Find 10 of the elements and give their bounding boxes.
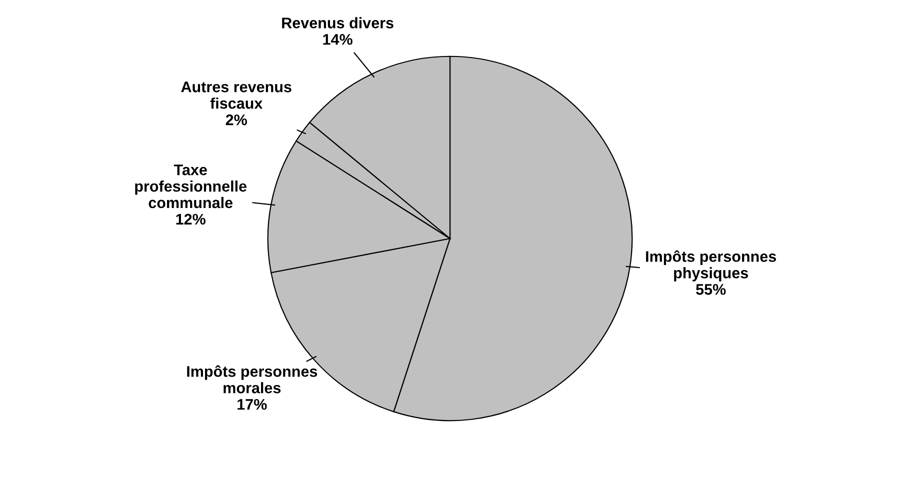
slice-label: Revenus divers [282,17,394,28]
data-label: 14% [323,34,352,45]
slice-label: Impôts personnes morales [187,365,318,394]
data-label: 12% [176,214,206,225]
data-label: 55% [696,284,726,295]
slice-label: Autres revenus fiscaux [181,82,292,109]
slice-label: Taxe professionnelle communale [135,164,247,208]
data-label: 2% [226,114,247,126]
data-label: 17% [238,399,267,410]
slice-label: Impôts personnes physiques [646,250,776,282]
